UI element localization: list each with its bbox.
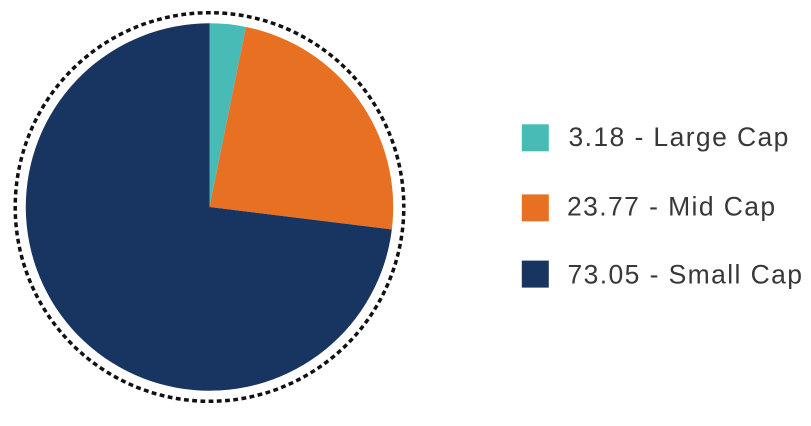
svg-text:3.18 - Large Cap: 3.18 - Large Cap bbox=[569, 122, 790, 152]
svg-text:73.05 - Small Cap: 73.05 - Small Cap bbox=[568, 259, 804, 289]
svg-text:23.77 - Mid Cap: 23.77 - Mid Cap bbox=[567, 191, 777, 221]
